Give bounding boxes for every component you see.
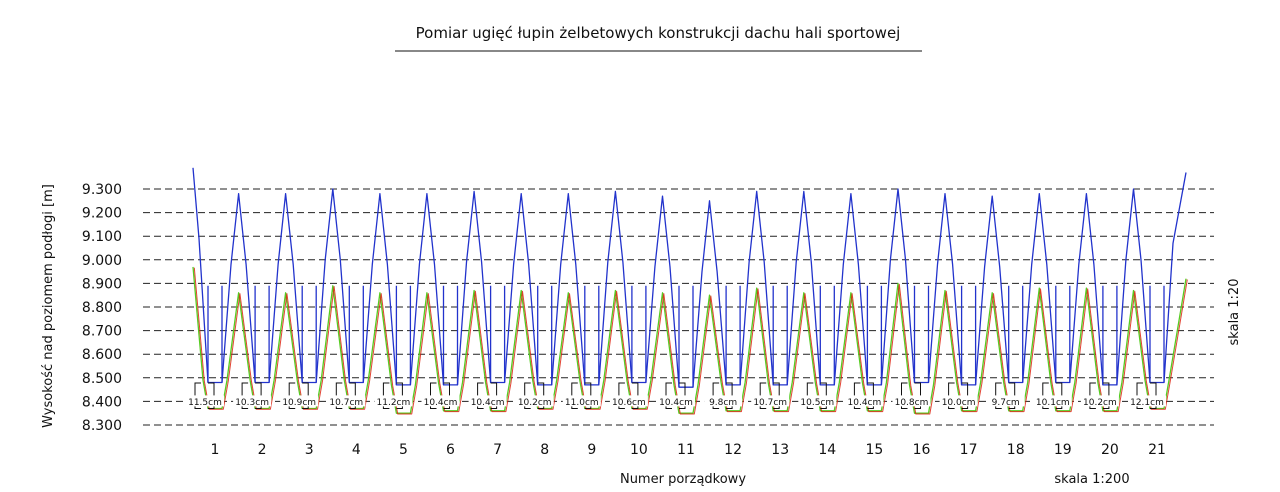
deflection-label-bg (374, 395, 413, 407)
deflection-label: 10.1cm (1036, 398, 1070, 408)
deflection-brackets: 11.5cm 10.3cm 10.9cm 10.7cm 11.2cm 10.4cm 10.4… (186, 382, 1166, 409)
deflection-label: 11.5cm (188, 398, 222, 408)
deflection-label: 10.4cm (659, 398, 693, 408)
deflection-label-bg (939, 395, 978, 407)
y-tick-labels: 9.300 9.200 9.100 9.000 8.900 8.800 8.700 8.600… (82, 182, 122, 434)
x-tick-label: 16 (913, 442, 931, 458)
deflection-label-bg (751, 395, 790, 407)
deflection-label: 11.2cm (377, 398, 411, 408)
deflection-label: 10.4cm (424, 398, 458, 408)
deflection-label: 10.8cm (895, 398, 929, 408)
deflection-label: 9.8cm (709, 398, 737, 408)
deflection-label-bg (704, 395, 743, 407)
deflection-label: 10.6cm (612, 398, 646, 408)
y-tick-label: 8.900 (82, 276, 122, 292)
x-tick-label: 7 (493, 442, 502, 458)
x-tick-label: 14 (818, 442, 836, 458)
deflection-label: 10.2cm (518, 398, 552, 408)
x-tick-label: 8 (540, 442, 549, 458)
y-tick-label: 8.500 (82, 371, 122, 387)
x-tick-label: 20 (1101, 442, 1119, 458)
x-tick-label: 21 (1148, 442, 1166, 458)
x-tick-label: 18 (1007, 442, 1025, 458)
deflection-label: 12.1cm (1130, 398, 1164, 408)
y-tick-label: 8.600 (82, 347, 122, 363)
x-tick-label: 12 (724, 442, 742, 458)
x-tick-label: 6 (446, 442, 455, 458)
x-tick-label: 9 (587, 442, 596, 458)
x-tick-label: 19 (1054, 442, 1072, 458)
deflection-label-bg (609, 395, 648, 407)
deflection-label: 10.2cm (1083, 398, 1117, 408)
scale-y-label: skala 1:20 (1227, 279, 1242, 346)
deflection-label-bg (562, 395, 601, 407)
deflection-label-bg (468, 395, 507, 407)
x-tick-label: 17 (960, 442, 978, 458)
deflection-label: 10.5cm (800, 398, 834, 408)
x-tick-label: 10 (630, 442, 648, 458)
chart-title: Pomiar ugięć łupin żelbetowych konstrukc… (416, 24, 901, 42)
x-tick-label: 1 (211, 442, 220, 458)
x-tick-label: 2 (258, 442, 267, 458)
x-tick-labels: 1 2 3 4 5 6 7 8 9 10 11 12 13 14 15 16 17 18 19 20 21 (211, 442, 1166, 458)
deflection-label-bg (327, 395, 366, 407)
deflection-label-bg (845, 395, 884, 407)
y-tick-label: 8.700 (82, 324, 122, 340)
x-tick-label: 4 (352, 442, 361, 458)
deflection-label: 10.3cm (235, 398, 269, 408)
y-axis-label: Wysokość nad poziomem podłogi [m] (41, 184, 56, 428)
deflection-label-bg (515, 395, 554, 407)
y-tick-label: 9.200 (82, 206, 122, 222)
deflection-label-bg (1080, 395, 1119, 407)
deflection-label: 10.7cm (753, 398, 787, 408)
deflection-label-bg (892, 395, 931, 407)
deflection-label-bg (798, 395, 837, 407)
x-tick-label: 5 (399, 442, 408, 458)
deflection-label-bg (1128, 395, 1166, 407)
deflection-label: 10.4cm (471, 398, 505, 408)
deflection-label-bg (280, 395, 319, 407)
series-line (192, 266, 1187, 414)
series-layer (192, 167, 1188, 415)
deflection-label-bg (1033, 395, 1072, 407)
scale-x-label: skala 1:200 (1054, 472, 1129, 487)
deflection-label-bg (986, 395, 1025, 407)
x-axis-label: Numer porządkowy (620, 472, 746, 487)
deflection-label: 10.4cm (848, 398, 882, 408)
deflection-label: 10.9cm (282, 398, 316, 408)
y-tick-label: 9.100 (82, 229, 122, 245)
y-tick-label: 8.400 (82, 394, 122, 410)
deflection-label-bg (233, 395, 272, 407)
series-line (192, 167, 1187, 388)
deflection-label: 10.0cm (942, 398, 976, 408)
deflection-label-bg (657, 395, 695, 407)
x-tick-label: 11 (677, 442, 695, 458)
x-tick-label: 15 (865, 442, 883, 458)
deflection-label-bg (186, 395, 224, 407)
y-tick-label: 8.300 (82, 418, 122, 434)
x-tick-label: 13 (771, 442, 789, 458)
y-tick-label: 8.800 (82, 300, 122, 316)
deflection-label: 9.7cm (992, 398, 1020, 408)
deflection-label-bg (421, 395, 460, 407)
deflection-label: 11.0cm (565, 398, 599, 408)
deflection-label: 10.7cm (329, 398, 363, 408)
series-line (193, 267, 1188, 415)
y-tick-label: 9.000 (82, 253, 122, 269)
y-tick-label: 9.300 (82, 182, 122, 198)
x-tick-label: 3 (305, 442, 314, 458)
